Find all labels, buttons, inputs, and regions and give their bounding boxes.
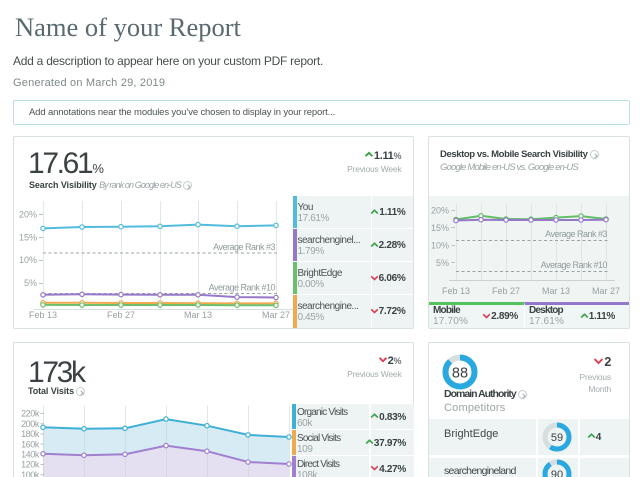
svg-text:Feb 13: Feb 13 <box>29 310 57 320</box>
svg-text:20%: 20% <box>19 210 37 220</box>
svg-text:5%: 5% <box>24 278 37 288</box>
svg-text:Average Rank #3: Average Rank #3 <box>213 242 275 252</box>
svg-text:140k: 140k <box>21 450 40 460</box>
svg-text:Feb 27: Feb 27 <box>492 286 520 296</box>
svg-text:15%: 15% <box>431 223 449 233</box>
svg-text:20%: 20% <box>431 206 449 216</box>
svg-text:Feb 13: Feb 13 <box>442 286 470 296</box>
svg-text:10%: 10% <box>19 255 37 265</box>
svg-text:15%: 15% <box>19 232 37 242</box>
svg-text:180k: 180k <box>21 429 40 439</box>
svg-text:100k: 100k <box>21 470 40 477</box>
svg-text:Average Rank #10: Average Rank #10 <box>209 283 276 293</box>
svg-text:88: 88 <box>452 366 468 382</box>
svg-text:120k: 120k <box>21 460 40 470</box>
svg-text:Feb 27: Feb 27 <box>107 310 135 320</box>
svg-text:Mar 13: Mar 13 <box>184 310 212 320</box>
svg-text:59: 59 <box>551 432 563 444</box>
svg-text:Average Rank #10: Average Rank #10 <box>541 260 608 270</box>
svg-text:Mar 13: Mar 13 <box>542 286 570 296</box>
svg-text:Mar 27: Mar 27 <box>592 286 620 296</box>
svg-text:160k: 160k <box>21 439 40 449</box>
svg-text:Mar 27: Mar 27 <box>262 310 290 320</box>
svg-text:90: 90 <box>551 469 563 477</box>
svg-text:10%: 10% <box>431 241 449 251</box>
svg-text:5%: 5% <box>436 258 449 268</box>
svg-text:Average Rank #3: Average Rank #3 <box>545 229 607 239</box>
svg-text:200k: 200k <box>21 419 40 429</box>
svg-text:220k: 220k <box>21 409 40 419</box>
